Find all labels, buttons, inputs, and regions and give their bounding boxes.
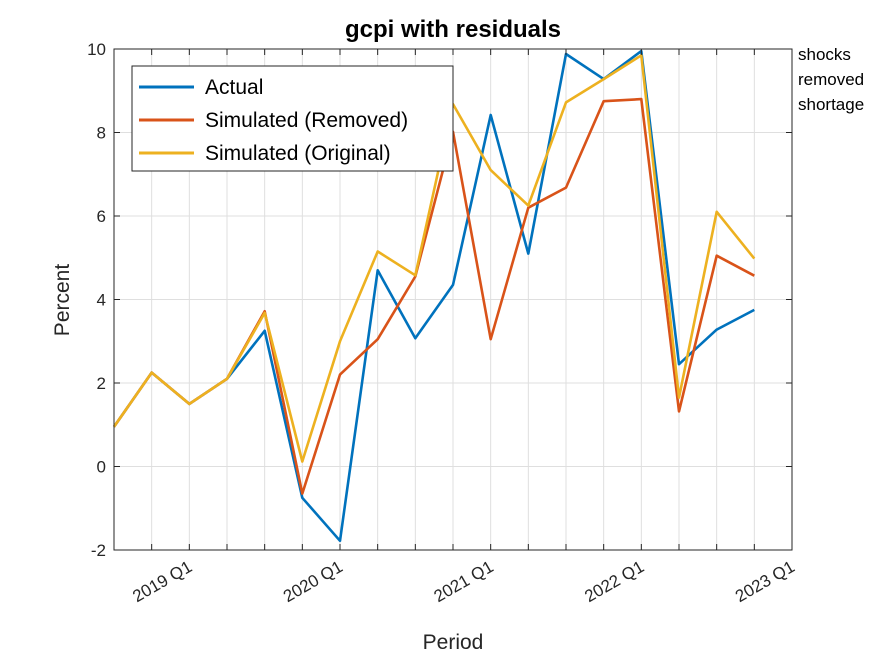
y-tick-labels: -2 0 2 4 6 8 10: [87, 40, 106, 560]
series-line-2: [112, 53, 756, 463]
series-lines: [112, 49, 756, 543]
x-tick-label: 2020 Q1: [280, 557, 346, 606]
side-note: shocks removed shortage: [798, 45, 864, 114]
y-tick-label: 6: [97, 207, 106, 226]
x-tick-label: 2021 Q1: [431, 557, 497, 606]
side-note-line-2: removed: [798, 70, 864, 89]
x-tick-label: 2023 Q1: [732, 557, 798, 606]
y-tick-label: -2: [91, 541, 106, 560]
y-tick-label: 10: [87, 40, 106, 59]
side-note-line-3: shortage: [798, 95, 864, 114]
side-note-line-1: shocks: [798, 45, 851, 64]
y-tick-label: 2: [97, 374, 106, 393]
y-tick-label: 0: [97, 458, 106, 477]
y-tick-label: 8: [97, 124, 106, 143]
axes: [113, 48, 793, 551]
y-tick-label: 4: [97, 291, 106, 310]
legend-label-simulated-original: Simulated (Original): [205, 142, 391, 165]
x-axis-title: Period: [423, 631, 484, 654]
y-axis-title: Percent: [51, 264, 74, 337]
x-tick-labels: 2019 Q1 2020 Q1 2021 Q1 2022 Q1 2023 Q1: [129, 557, 798, 606]
legend-label-actual: Actual: [205, 76, 263, 99]
legend: Actual Simulated (Removed) Simulated (Or…: [131, 65, 454, 172]
chart-title: gcpi with residuals: [345, 16, 561, 43]
axes-frame: [113, 48, 793, 551]
x-tick-label: 2022 Q1: [581, 557, 647, 606]
legend-label-simulated-removed: Simulated (Removed): [205, 109, 408, 132]
x-tick-label: 2019 Q1: [129, 557, 195, 606]
